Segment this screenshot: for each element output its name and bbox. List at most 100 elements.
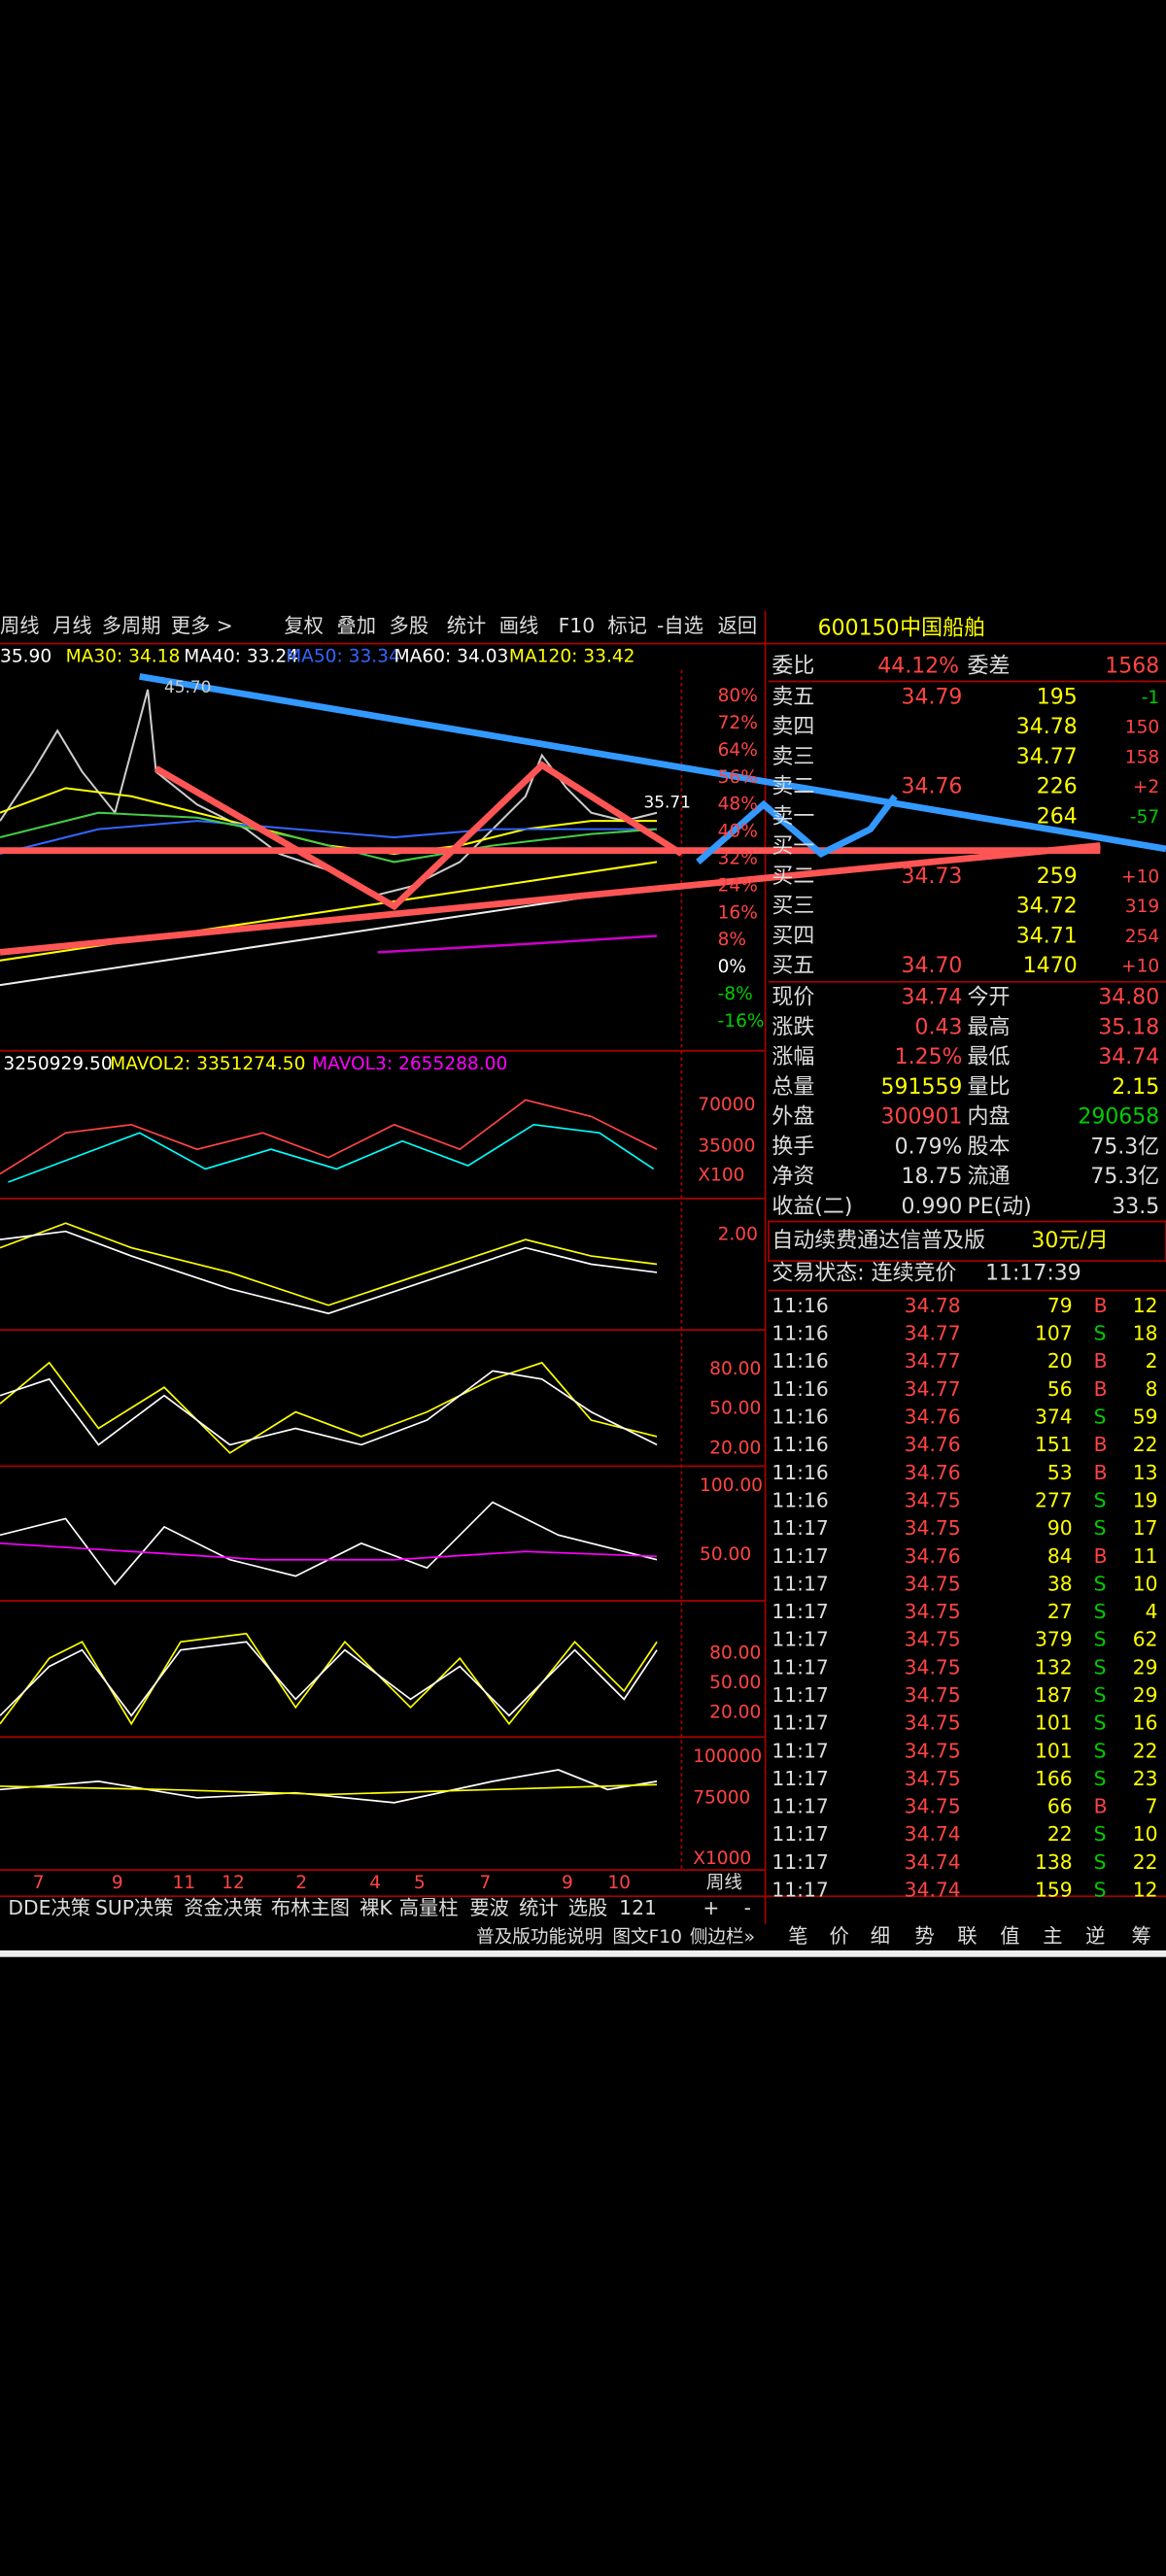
book-volume: 1470	[1023, 954, 1078, 978]
side-tab[interactable]: 筹	[1132, 1924, 1151, 1948]
y-tick-label: 20.00	[709, 1702, 761, 1722]
bottom-tab[interactable]: 资金决策	[184, 1896, 262, 1919]
tick-time: 11:16	[772, 1406, 828, 1429]
tick-time: 11:17	[772, 1655, 828, 1678]
toolbar-tab[interactable]: 统计	[447, 614, 487, 637]
book-label: 买一	[772, 834, 814, 859]
toolbar-tab[interactable]: 叠加	[336, 614, 376, 637]
toolbar-tab[interactable]: 多周期	[102, 614, 161, 637]
stat-label: 收益(二)	[772, 1195, 852, 1219]
tick-count: 12	[1133, 1879, 1158, 1902]
tick-price: 34.75	[905, 1683, 961, 1707]
tick-time: 11:17	[772, 1850, 828, 1874]
tick-count: 13	[1133, 1461, 1158, 1484]
tick-count: 29	[1133, 1655, 1158, 1678]
side-tab[interactable]: 势	[914, 1924, 934, 1948]
side-tab[interactable]: 主	[1043, 1924, 1062, 1948]
banner-text[interactable]: 自动续费通达信普及版	[772, 1229, 985, 1253]
tick-volume: 107	[1035, 1322, 1073, 1345]
side-tab[interactable]: 笔	[788, 1924, 807, 1948]
toolbar-tab[interactable]: -自选	[657, 614, 703, 637]
toolbar-tab[interactable]: F10	[559, 614, 595, 637]
side-tab[interactable]: 细	[871, 1924, 890, 1948]
toolbar-tab[interactable]: 周线	[0, 614, 40, 637]
tick-time: 11:17	[772, 1516, 828, 1540]
bottom-tab[interactable]: 裸K	[360, 1896, 393, 1919]
y-tick-label: 48%	[718, 795, 758, 815]
book-volume: 195	[1037, 685, 1078, 709]
period-label: 周线	[706, 1873, 742, 1893]
screen-edge	[0, 1949, 1166, 1957]
toolbar-tab[interactable]: 返回	[718, 614, 758, 637]
tick-volume: 101	[1035, 1739, 1073, 1762]
bottom-tab[interactable]: 统计	[519, 1896, 559, 1919]
tick-side: B	[1094, 1377, 1108, 1401]
book-price: 34.76	[902, 775, 963, 799]
tick-side: S	[1094, 1879, 1107, 1902]
tick-side: S	[1094, 1712, 1107, 1735]
bottom-tab[interactable]: 高量柱	[399, 1896, 459, 1919]
y-tick-label: 100000	[693, 1746, 762, 1767]
stat-label: 量比	[967, 1075, 1010, 1100]
toolbar-tab[interactable]: 复权	[284, 614, 324, 637]
ratio-value: 44.12%	[877, 654, 959, 678]
toolbar-tab[interactable]: 更多 >	[171, 614, 233, 637]
high-label: 45.70	[164, 677, 211, 696]
tick-volume: 138	[1035, 1850, 1073, 1874]
bottom-tab[interactable]: DDE决策	[8, 1896, 90, 1919]
book-change: -1	[1142, 688, 1160, 708]
bottom-tab[interactable]: 121	[619, 1896, 657, 1919]
tick-time: 11:17	[772, 1822, 828, 1846]
side-tab[interactable]: 价	[830, 1924, 849, 1948]
banner-price[interactable]: 30元/月	[1031, 1229, 1108, 1253]
tick-volume: 159	[1035, 1879, 1073, 1902]
bottom-tab[interactable]: 要波	[469, 1896, 509, 1919]
bottom-tab[interactable]: SUP决策	[95, 1896, 173, 1919]
tick-side: S	[1094, 1600, 1107, 1623]
bottom-tab[interactable]: 布林主图	[271, 1896, 350, 1919]
side-tab[interactable]: 逆	[1085, 1924, 1105, 1948]
ma-legend: MA60: 34.03	[394, 647, 509, 667]
side-tab[interactable]: 值	[1000, 1924, 1019, 1948]
y-tick-label: 100.00	[700, 1475, 763, 1496]
stat-label: 涨跌	[772, 1015, 814, 1039]
toolbar-tab[interactable]: 多股	[390, 614, 429, 637]
toolbar-tab[interactable]: 月线	[52, 614, 92, 637]
tick-side: S	[1094, 1516, 1107, 1540]
book-label: 卖五	[772, 685, 814, 709]
tick-volume: 84	[1047, 1544, 1073, 1568]
stat-value: 34.80	[1098, 986, 1159, 1010]
stat-value: 34.74	[1098, 1045, 1159, 1069]
footer-link[interactable]: 图文F10	[612, 1927, 681, 1948]
tick-price: 34.75	[905, 1712, 961, 1735]
side-tab[interactable]: 联	[957, 1924, 977, 1948]
toolbar-tab[interactable]: 标记	[607, 614, 647, 637]
y-tick-label: 20.00	[709, 1438, 761, 1458]
tick-volume: 187	[1035, 1683, 1073, 1707]
tick-time: 11:16	[772, 1461, 828, 1484]
stat-label: 内盘	[967, 1105, 1010, 1130]
footer-link[interactable]: 侧边栏»	[690, 1927, 755, 1948]
y-tick-label: -16%	[718, 1011, 765, 1032]
bottom-tab[interactable]: -	[744, 1896, 751, 1919]
y-tick-label: 0%	[718, 957, 746, 977]
tick-price: 34.76	[905, 1461, 961, 1484]
tick-time: 11:16	[772, 1433, 828, 1456]
tick-time: 11:16	[772, 1349, 828, 1373]
book-label: 卖二	[772, 775, 814, 799]
footer-link[interactable]: 普及版功能说明	[476, 1927, 602, 1948]
diff-value: 1568	[1105, 654, 1159, 678]
tick-side: S	[1094, 1850, 1107, 1874]
tick-time: 11:16	[772, 1322, 828, 1345]
stat-value: 2.15	[1112, 1075, 1159, 1100]
tick-side: B	[1094, 1294, 1108, 1317]
bottom-tab[interactable]: 选股	[568, 1896, 608, 1919]
toolbar-tab[interactable]: 画线	[499, 614, 539, 637]
ad-banner[interactable]	[768, 1220, 1166, 1262]
x-tick-label: 5	[414, 1873, 426, 1893]
ma-legend: 35.90	[0, 647, 51, 667]
bottom-tab[interactable]: +	[703, 1896, 719, 1919]
y-tick-label: 32%	[718, 849, 758, 869]
stock-name: 中国船舶	[900, 616, 985, 640]
indicator-lines	[0, 1099, 658, 1804]
